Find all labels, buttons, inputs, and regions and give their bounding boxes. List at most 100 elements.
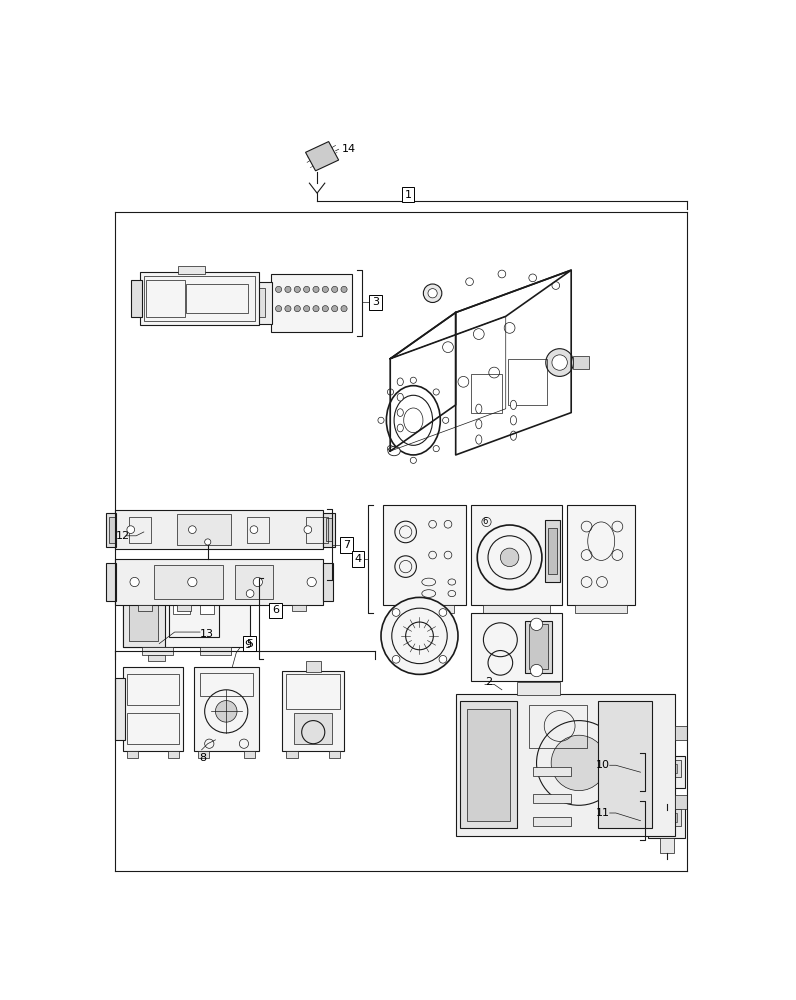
Circle shape — [552, 282, 560, 289]
Bar — [529, 624, 548, 669]
Text: 11: 11 — [595, 808, 610, 818]
Bar — [177, 605, 191, 611]
Circle shape — [552, 355, 568, 370]
Circle shape — [433, 389, 439, 395]
Circle shape — [341, 306, 347, 312]
Bar — [517, 682, 560, 695]
Ellipse shape — [397, 424, 404, 432]
Bar — [652, 760, 681, 777]
Bar — [525, 620, 552, 673]
Circle shape — [423, 284, 442, 302]
Bar — [471, 613, 562, 681]
Circle shape — [439, 655, 447, 663]
Bar — [529, 705, 587, 748]
Bar — [283, 671, 344, 751]
Ellipse shape — [397, 378, 404, 386]
Text: 6: 6 — [272, 605, 279, 615]
Circle shape — [188, 577, 197, 587]
Bar — [129, 588, 158, 641]
Bar — [235, 565, 273, 599]
Circle shape — [303, 306, 310, 312]
Circle shape — [458, 376, 469, 387]
Ellipse shape — [476, 404, 482, 413]
Text: 2: 2 — [485, 677, 492, 687]
Bar — [154, 565, 223, 599]
Text: 12: 12 — [115, 531, 130, 541]
Circle shape — [285, 286, 291, 292]
Bar — [306, 517, 328, 543]
Bar — [127, 713, 179, 744]
Circle shape — [410, 377, 416, 383]
Bar — [106, 513, 116, 547]
Bar — [177, 514, 231, 545]
Bar — [675, 795, 687, 809]
Bar — [173, 597, 190, 614]
Bar — [292, 605, 306, 611]
Circle shape — [341, 286, 347, 292]
Text: 10: 10 — [595, 760, 610, 770]
Bar — [459, 701, 517, 828]
Circle shape — [443, 342, 454, 353]
Circle shape — [322, 286, 329, 292]
Circle shape — [189, 526, 196, 533]
Bar — [244, 751, 256, 758]
Bar — [188, 517, 210, 543]
Bar — [168, 751, 179, 758]
Bar — [200, 647, 231, 655]
Text: 4: 4 — [354, 554, 361, 564]
Circle shape — [205, 539, 211, 545]
Bar — [660, 788, 673, 804]
Circle shape — [474, 329, 484, 339]
Bar — [140, 272, 259, 325]
Bar — [471, 505, 562, 605]
Ellipse shape — [510, 400, 517, 410]
Circle shape — [285, 306, 291, 312]
Circle shape — [498, 270, 505, 278]
Bar — [306, 661, 321, 672]
Bar — [482, 605, 550, 613]
Bar — [508, 359, 547, 405]
Bar — [548, 528, 557, 574]
Circle shape — [551, 735, 607, 791]
Circle shape — [504, 323, 515, 333]
Circle shape — [322, 306, 329, 312]
Bar — [123, 582, 250, 647]
Bar — [545, 520, 560, 582]
Bar — [200, 673, 253, 696]
Circle shape — [466, 278, 474, 286]
Circle shape — [529, 274, 537, 282]
Circle shape — [295, 306, 300, 312]
Bar — [249, 282, 272, 324]
Bar — [383, 505, 466, 605]
Circle shape — [130, 577, 139, 587]
Polygon shape — [306, 142, 338, 171]
Bar — [394, 605, 455, 613]
Circle shape — [275, 286, 282, 292]
Bar — [131, 280, 142, 317]
Bar — [106, 563, 116, 601]
Bar — [115, 559, 323, 605]
Circle shape — [433, 446, 439, 452]
Bar — [323, 513, 335, 547]
Circle shape — [216, 701, 237, 722]
Bar — [294, 713, 333, 744]
Text: 13: 13 — [200, 629, 214, 639]
Bar — [660, 838, 673, 853]
Text: 1: 1 — [404, 190, 412, 200]
Bar — [323, 563, 334, 601]
Bar — [186, 284, 248, 313]
Bar — [329, 751, 340, 758]
Circle shape — [546, 349, 573, 376]
Bar — [115, 678, 125, 740]
Bar — [197, 751, 209, 758]
Circle shape — [443, 417, 449, 423]
Text: 3: 3 — [372, 297, 379, 307]
Circle shape — [381, 597, 458, 674]
Text: 6: 6 — [482, 517, 488, 526]
Bar — [575, 605, 627, 613]
Bar — [123, 582, 166, 647]
Circle shape — [392, 609, 400, 616]
Ellipse shape — [397, 393, 404, 401]
Bar — [256, 288, 265, 317]
Bar — [248, 517, 269, 543]
